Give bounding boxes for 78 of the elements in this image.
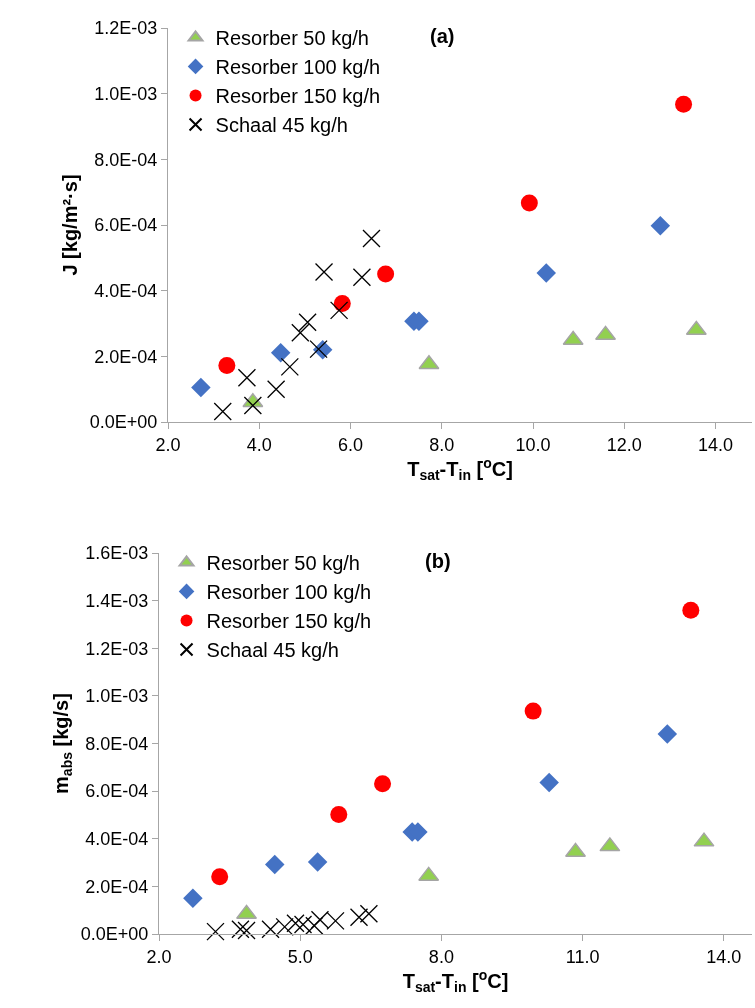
point	[309, 339, 328, 359]
legend-label: Resorber 100 kg/h	[206, 581, 372, 604]
point	[261, 920, 280, 939]
point	[231, 920, 250, 939]
x-tick-label: 8.0	[429, 434, 455, 455]
point	[685, 320, 707, 336]
x-tick-label: 10.0	[515, 434, 551, 455]
x-tick-label: 2.0	[146, 946, 172, 967]
point	[218, 357, 236, 375]
y-tick-label: 2.0E-04	[85, 876, 149, 897]
y-tick-label: 1.6E-03	[85, 543, 149, 564]
x-tick-label: 12.0	[606, 434, 642, 455]
y-tick-label: 4.0E-04	[85, 829, 149, 850]
point	[374, 775, 392, 793]
point	[314, 262, 334, 282]
point	[650, 215, 671, 236]
chart-title: (b)	[425, 550, 451, 572]
point	[213, 402, 232, 421]
x-tick-label: 6.0	[337, 434, 364, 455]
point	[524, 702, 542, 720]
y-tick-label: 0.0E+00	[89, 412, 158, 433]
point	[352, 268, 372, 287]
x-tick-label: 11.0	[565, 946, 600, 967]
legend-label: Resorber 150 kg/h	[206, 610, 372, 633]
chart-title: (a)	[430, 25, 455, 47]
x-tick-label: 2.0	[155, 434, 181, 455]
point	[270, 342, 291, 363]
point	[520, 194, 538, 212]
y-tick-label: 4.0E-04	[94, 280, 158, 301]
point	[211, 868, 229, 886]
point	[307, 852, 328, 872]
point	[536, 263, 556, 283]
point	[243, 396, 263, 415]
y-axis-title: J [kg/m²·s]	[59, 174, 82, 276]
y-tick-label: 1.0E-03	[85, 686, 149, 707]
y-tick-label: 1.0E-03	[94, 83, 158, 104]
point	[539, 772, 559, 793]
y-tick-label: 2.0E-04	[94, 346, 158, 367]
point	[266, 380, 286, 399]
point	[675, 95, 693, 113]
y-tick-label: 8.0E-04	[85, 733, 149, 754]
point	[329, 301, 349, 320]
point	[265, 854, 285, 875]
y-tick-label: 6.0E-04	[85, 781, 149, 802]
point	[362, 229, 381, 248]
legend-label: Resorber 50 kg/h	[215, 27, 369, 50]
point	[377, 265, 395, 283]
y-tick-label: 6.0E-04	[94, 215, 158, 236]
y-tick-label: 1.2E-03	[85, 638, 149, 659]
point	[183, 888, 203, 909]
point	[657, 724, 678, 744]
point	[359, 904, 379, 923]
point	[330, 805, 348, 823]
x-axis-title: T$_{sat}$-T$_{in}$ [$^{o}$C]	[407, 454, 513, 484]
point	[237, 368, 257, 387]
legend-label: Resorber 50 kg/h	[206, 552, 360, 575]
x-tick-label: 8.0	[428, 946, 454, 967]
point	[280, 357, 299, 376]
legend-label: Schaal 45 kg/h	[206, 639, 339, 662]
x-tick-label: 14.0	[697, 434, 734, 455]
y-tick-label: 0.0E+00	[80, 924, 149, 945]
x-tick-label: 5.0	[287, 946, 313, 967]
x-tick-label: 4.0	[246, 434, 272, 455]
point	[298, 313, 317, 332]
y-tick-label: 8.0E-04	[94, 149, 158, 170]
legend-label: Resorber 100 kg/h	[215, 56, 381, 79]
point	[206, 922, 225, 941]
x-tick-label: 14.0	[706, 946, 742, 967]
point	[682, 601, 700, 619]
y-tick-label: 1.2E-03	[94, 18, 158, 39]
point	[291, 323, 310, 342]
point	[349, 908, 369, 927]
point	[237, 921, 256, 940]
legend-label: Resorber 150 kg/h	[215, 85, 381, 108]
legend-label: Schaal 45 kg/h	[215, 114, 348, 137]
y-tick-label: 1.4E-03	[85, 590, 149, 611]
x-axis-title: T$_{sat}$-T$_{in}$ [$^{o}$C]	[402, 966, 509, 996]
point	[191, 377, 211, 398]
